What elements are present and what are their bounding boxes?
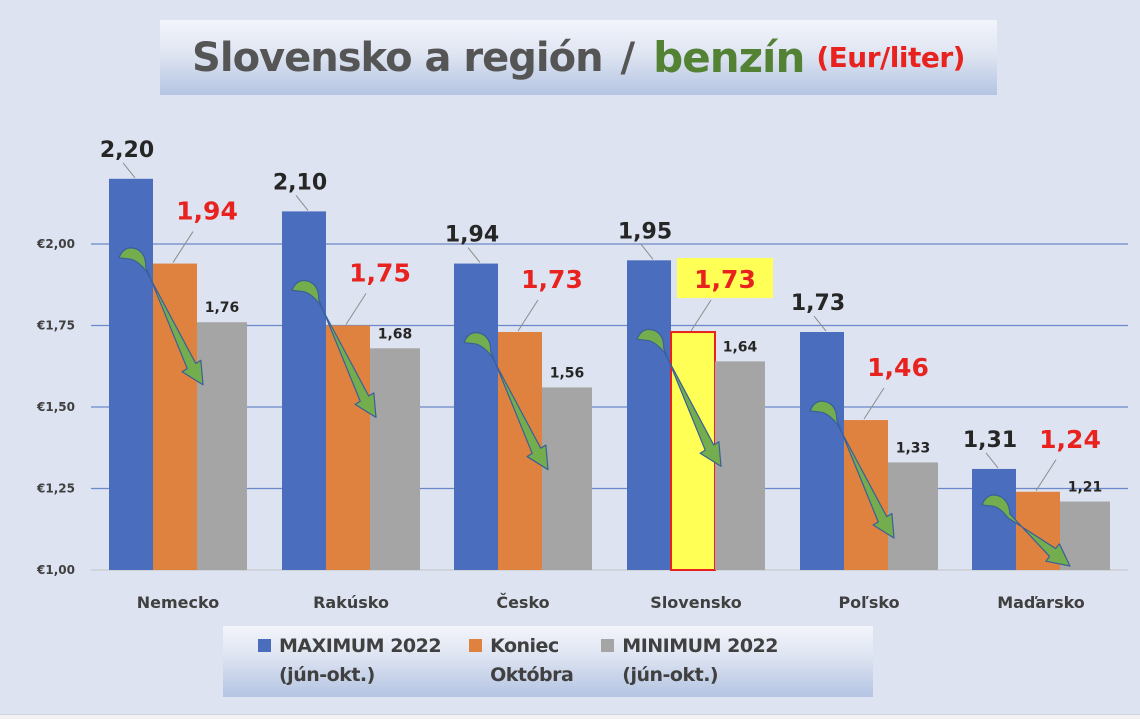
- data-label-min: 1,76: [205, 300, 240, 316]
- data-label-max: 1,73: [791, 291, 845, 316]
- legend-label-max-line2: (jún-okt.): [279, 664, 375, 686]
- y-axis-ticks: €1,00 €1,25 €1,50 €1,75 €2,00: [36, 237, 75, 577]
- bar-min: [370, 348, 420, 570]
- legend-label-min-line2: (jún-okt.): [622, 664, 719, 686]
- bar-min: [542, 387, 592, 570]
- trend-arrow-icon: [291, 279, 377, 418]
- data-label-min: 1,33: [896, 440, 931, 456]
- leader-lines: [122, 162, 1057, 492]
- legend: MAXIMUM 2022 (jún-okt.) Koniec Októbra M…: [223, 626, 873, 697]
- bar-max: [282, 211, 326, 570]
- data-label-max: 1,31: [963, 428, 1017, 453]
- bar-min: [197, 322, 247, 570]
- trend-arrow-icon: [118, 247, 204, 386]
- title-main: Slovensko a región: [192, 34, 603, 81]
- bar-min: [888, 462, 938, 570]
- bar-max: [109, 178, 153, 571]
- title-separator: /: [620, 34, 636, 81]
- category-label: Nemecko: [137, 593, 219, 612]
- y-tick-label: €1,00: [36, 563, 75, 577]
- x-axis-categories: Nemecko Rakúsko Česko Slovensko Poľsko Maďars…: [137, 593, 1085, 612]
- legend-swatch-end-october-icon: [469, 639, 483, 652]
- legend-swatch-min-icon: [601, 639, 615, 652]
- trend-arrow-icon: [981, 494, 1071, 567]
- chart-title: Slovensko a región / benzín (Eur/liter): [160, 20, 997, 95]
- data-labels: 2,20 1,94 1,76 2,10 1,75 1,68 1,94 1,73 1,56 1,95…: [100, 138, 1102, 496]
- legend-label-end-october-line2: Októbra: [490, 664, 574, 686]
- data-label-min: 1,21: [1068, 480, 1103, 496]
- y-tick-label: €1,25: [36, 482, 75, 496]
- data-label-max: 2,10: [273, 170, 327, 195]
- trend-arrow-icon: [463, 332, 549, 471]
- frame-bottom-border: [0, 714, 1140, 719]
- title-unit: (Eur/liter): [816, 41, 965, 74]
- y-tick-label: €2,00: [36, 237, 75, 251]
- category-label: Slovensko: [650, 593, 741, 612]
- bar-max: [627, 260, 671, 570]
- category-label: Česko: [496, 593, 549, 612]
- category-label: Maďarsko: [997, 593, 1085, 612]
- bar-max: [800, 332, 844, 570]
- data-label-min: 1,56: [550, 365, 585, 381]
- trend-arrow-icon: [636, 328, 722, 467]
- category-label: Rakúsko: [313, 593, 389, 612]
- data-label-max: 1,94: [445, 223, 499, 248]
- legend-label-end-october-line1: Koniec: [490, 635, 559, 657]
- bar-end_october: [153, 263, 197, 570]
- data-label-end-october: 1,73: [694, 265, 756, 294]
- title-fuel: benzín: [653, 33, 805, 82]
- legend-swatch-max-icon: [258, 639, 271, 652]
- data-label-max: 1,95: [618, 219, 672, 244]
- legend-item-end-october: Koniec Októbra: [469, 632, 574, 697]
- data-label-end-october: 1,46: [867, 353, 929, 382]
- bars: [109, 178, 1110, 571]
- bar-end_october: [844, 420, 888, 570]
- legend-label-min-line1: MINIMUM 2022: [622, 635, 778, 657]
- data-label-end-october: 1,75: [349, 259, 411, 288]
- trend-arrow-icon: [809, 400, 895, 539]
- y-tick-label: €1,50: [36, 400, 75, 414]
- data-label-end-october: 1,24: [1039, 425, 1101, 454]
- data-label-min: 1,68: [378, 326, 413, 342]
- bar-min: [1060, 501, 1110, 570]
- legend-item-max: MAXIMUM 2022 (jún-okt.): [258, 632, 442, 697]
- legend-label-max-line1: MAXIMUM 2022: [279, 635, 442, 657]
- y-tick-label: €1,75: [36, 319, 75, 333]
- bar-max: [972, 468, 1016, 570]
- legend-item-min: MINIMUM 2022 (jún-okt.): [601, 632, 778, 697]
- data-label-max: 2,20: [100, 138, 154, 163]
- data-label-end-october: 1,94: [176, 197, 238, 226]
- trend-arrows: [118, 247, 1071, 567]
- data-label-end-october: 1,73: [521, 265, 583, 294]
- bar-max: [454, 263, 498, 570]
- gridlines: [91, 243, 1128, 571]
- data-label-min: 1,64: [723, 339, 758, 355]
- category-label: Poľsko: [838, 593, 899, 612]
- bar-min: [715, 361, 765, 570]
- highlight-label-box: [677, 258, 773, 299]
